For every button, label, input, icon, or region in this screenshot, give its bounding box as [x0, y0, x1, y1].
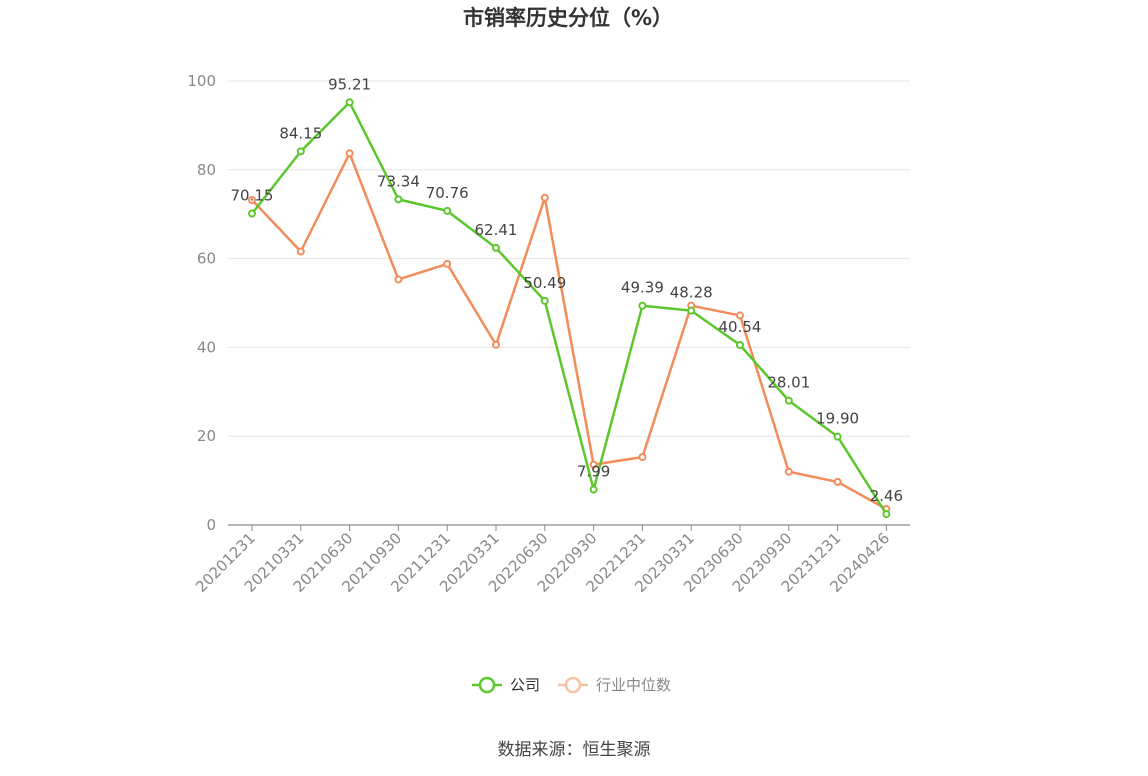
- y-tick-label: 20: [197, 427, 216, 445]
- legend-label: 行业中位数: [596, 676, 671, 694]
- data-label: 70.76: [426, 184, 469, 202]
- legend-item-0[interactable]: 公司: [472, 676, 540, 694]
- data-label: 48.28: [670, 284, 713, 302]
- data-label: 19.90: [816, 410, 859, 428]
- data-point[interactable]: [345, 98, 354, 107]
- data-label: 84.15: [279, 124, 322, 142]
- y-tick-label: 60: [197, 250, 216, 268]
- data-point[interactable]: [540, 296, 549, 305]
- data-point[interactable]: [784, 467, 793, 476]
- y-tick-label: 100: [187, 72, 216, 90]
- data-label: 40.54: [719, 318, 762, 336]
- data-point[interactable]: [296, 147, 305, 156]
- data-label: 28.01: [767, 374, 810, 392]
- data-point[interactable]: [248, 195, 256, 204]
- data-label: 7.99: [577, 463, 610, 481]
- y-tick-label: 80: [197, 161, 216, 179]
- data-point[interactable]: [345, 149, 354, 158]
- data-point[interactable]: [443, 206, 452, 215]
- data-label: 70.15: [231, 187, 274, 205]
- data-label: 62.41: [475, 221, 518, 239]
- data-point[interactable]: [443, 259, 452, 268]
- data-point[interactable]: [736, 311, 744, 320]
- legend-marker: [478, 676, 496, 694]
- data-label: 95.21: [328, 75, 371, 93]
- legend-marker: [564, 676, 582, 694]
- data-label: 73.34: [377, 172, 420, 190]
- data-point[interactable]: [638, 301, 647, 310]
- data-point[interactable]: [492, 243, 500, 252]
- data-point[interactable]: [833, 477, 842, 486]
- data-point[interactable]: [492, 340, 500, 349]
- data-label: 49.39: [621, 279, 664, 297]
- data-point[interactable]: [589, 485, 598, 494]
- legend-label: 公司: [510, 676, 540, 694]
- data-point[interactable]: [784, 396, 793, 405]
- data-label: 2.46: [870, 487, 903, 505]
- data-point[interactable]: [296, 247, 305, 256]
- data-labels: 70.15 84.15 95.21 73.34 70.76 62.41 50.49 7.99 4…: [231, 75, 904, 505]
- y-tick-label: 0: [206, 516, 216, 534]
- chart-title: 市销率历史分位（%）: [463, 6, 673, 30]
- data-point[interactable]: [882, 510, 891, 519]
- legend-item-1[interactable]: 行业中位数: [558, 676, 671, 694]
- data-point[interactable]: [540, 193, 549, 202]
- series-layer: [248, 98, 891, 519]
- y-axis: 0 20 40 60 80 100: [187, 72, 216, 534]
- data-point[interactable]: [589, 460, 598, 469]
- data-label: 50.49: [523, 274, 566, 292]
- data-point[interactable]: [638, 453, 647, 462]
- data-point[interactable]: [736, 341, 744, 350]
- y-tick-label: 40: [197, 338, 216, 356]
- legend[interactable]: 公司 行业中位数: [472, 676, 671, 694]
- data-point[interactable]: [394, 275, 403, 284]
- series-line-1: [251, 152, 888, 511]
- data-point[interactable]: [248, 209, 256, 218]
- data-point[interactable]: [833, 432, 842, 441]
- x-axis: 2020123120210331202106302021093020211231…: [192, 524, 910, 596]
- source-note: 数据来源：恒生聚源: [498, 740, 651, 760]
- series-line-0: [251, 101, 888, 515]
- data-point[interactable]: [687, 306, 696, 315]
- data-point[interactable]: [394, 195, 403, 204]
